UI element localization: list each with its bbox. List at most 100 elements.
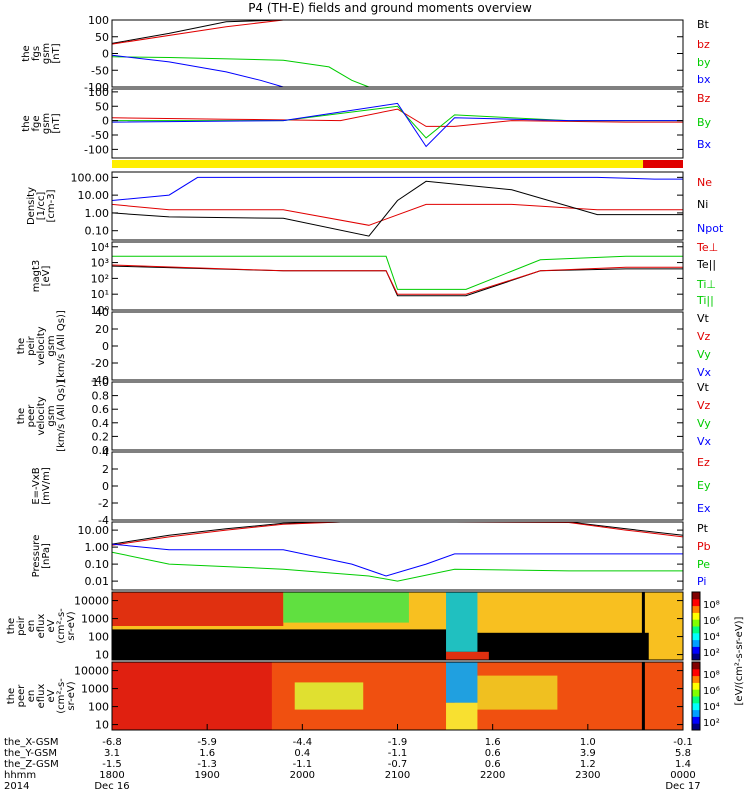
x-axis-row-value: 5.8 [675,748,691,759]
colorbar-frame [691,591,701,661]
spectrogram-high-flux-region [112,662,272,730]
y-axis-label-line: gsm [41,113,52,134]
y-axis-label-line: (cm²-s- [56,678,67,714]
y-tick-label: 10.00 [78,189,110,202]
panel-fgs: 100 50 0 -50 -100 the fgs gsm [nT] Bt bz by bx [21,14,711,94]
panel-peir_spec: 10000 1000 100 10 the peir en eflux eV (cm²-s-sr-… [6,591,684,662]
y-axis-label-line: the [21,115,32,131]
legend-Vt: Vt [697,312,710,325]
y-axis-label-line: gsm [46,405,57,426]
x-axis-row-value: 2000 [290,770,315,781]
legend-Vy: Vy [697,417,711,430]
y-axis-label-line: [cm-3] [46,189,57,222]
y-axis-label-line: sr-eV) [66,681,77,710]
y-tick-label: 50 [95,31,109,44]
plot-title: P4 (TH-E) fields and ground moments over… [248,1,532,15]
y-tick-label: 0.4 [92,417,110,430]
y-axis-label: magt3 [eV] [31,260,52,293]
y-axis-label-line: [eV] [41,266,52,287]
series-by-line [111,56,370,88]
panel-frame [111,241,684,311]
y-axis-label-line: the [16,408,27,424]
y-axis-label: the fge gsm [nT] [21,113,62,134]
bottom-axis: the_X-GSM -6.8 -5.9 -4.4 -1.9 1.6 1.0 -0.1 the_Y… [4,724,701,792]
y-tick-label: 2 [102,463,109,476]
y-axis-label: Pressure [nPa] [31,535,52,578]
colorbar-segment [692,598,700,607]
legend-Vz: Vz [697,330,711,343]
spectrogram-low-flux-region [112,629,455,660]
colorbar-segment [692,639,700,647]
y-tick-label: -40 [91,374,109,387]
x-axis-row-value: 1.6 [485,737,501,748]
x-axis-row-value: 1800 [99,770,124,781]
y-tick-label: 20 [95,323,109,336]
y-tick-label: 0.01 [85,575,110,588]
colorbar-segment [692,653,700,661]
y-tick-label: 0.2 [92,430,110,443]
colorbar-segment [692,675,700,683]
y-axis-label: the peir velocity gsm [km/s (All Qs)] [16,310,67,382]
x-axis-year: 2014 [4,781,29,792]
colorbar-label-text: [eV/(cm²-s-sr-eV)] [734,616,745,705]
y-axis-label-line: velocity [36,326,47,365]
x-axis-row-value: 3.1 [104,748,120,759]
y-tick-label: 0 [102,480,109,493]
spectrogram-data-gap [641,662,645,730]
y-axis-label-line: eV [46,689,57,702]
y-tick-label: 0 [102,340,109,353]
x-axis-row-value: -1.5 [102,759,122,770]
legend-bx: bx [697,73,711,86]
series-Pi-line [111,543,683,577]
legend-Ex: Ex [697,502,711,515]
legend-By: By [697,116,712,129]
panel-efield: 4 2 0 -2 -4 E=-VxB [mV/m] Ez Ey Ex [31,446,711,527]
y-axis-label-line: [km/s (All Qs)] [56,380,67,452]
x-axis-row-label: hhmm [4,770,36,781]
y-tick-label: -100 [84,143,109,156]
y-tick-label: 0.0 [92,444,110,457]
legend-Ey: Ey [697,479,711,492]
y-axis-label-line: [nT] [51,43,62,63]
y-axis-label-line: magt3 [31,260,42,293]
y-tick-label: 100 [88,86,109,99]
x-axis-row-label: the_Z-GSM [4,759,59,770]
y-axis-label-line: the [6,618,17,634]
y-tick-label: -50 [91,64,109,77]
y-tick-label: 100 [88,631,109,644]
x-axis-row-value: 3.9 [580,748,596,759]
colorbar-segment [692,646,700,654]
panel-frame [111,311,684,381]
y-axis-label-line: gsm [41,43,52,64]
x-axis-row-value: -6.8 [102,737,122,748]
y-axis-label-line: [1/cc] [36,192,47,221]
colorbar-segment [692,632,700,641]
series-Ne-line [111,203,683,226]
series-bx-line [111,54,284,88]
y-axis-label: E=-VxB [mV/m] [31,467,52,505]
y-tick-label: 10000 [74,595,109,608]
legend-Npot: Npot [697,222,724,235]
colorbar-tick-label: 10² [703,648,720,659]
y-axis-label-line: [nPa] [41,543,52,569]
legend-by: by [697,56,711,69]
series-Pe-line [111,551,683,582]
colorbar-label: [eV/(cm²-s-sr-eV)] [734,616,745,705]
status-bar-red [643,160,683,168]
y-tick-label: 100.00 [71,171,110,184]
y-tick-label: 100 [88,14,109,27]
legend-Bx: Bx [697,138,712,151]
y-axis-label-line: peir [16,615,27,635]
y-axis-label-line: [mV/m] [41,467,52,505]
y-tick-label: 100 [88,701,109,714]
spectrogram-band [446,702,478,730]
y-axis-label: the fgs gsm [nT] [21,43,62,64]
x-axis-row-value: 2200 [480,770,505,781]
legend-Ez: Ez [697,456,710,469]
panel-frame [111,88,684,159]
x-axis-row-label: the_Y-GSM [4,748,57,759]
panel-density: 100.00 10.00 1.00 0.10 Density [1/cc] [cm-3] Ne… [26,171,724,241]
y-axis-label: Density [1/cc] [cm-3] [26,187,57,225]
y-tick-label: 10² [91,272,109,285]
